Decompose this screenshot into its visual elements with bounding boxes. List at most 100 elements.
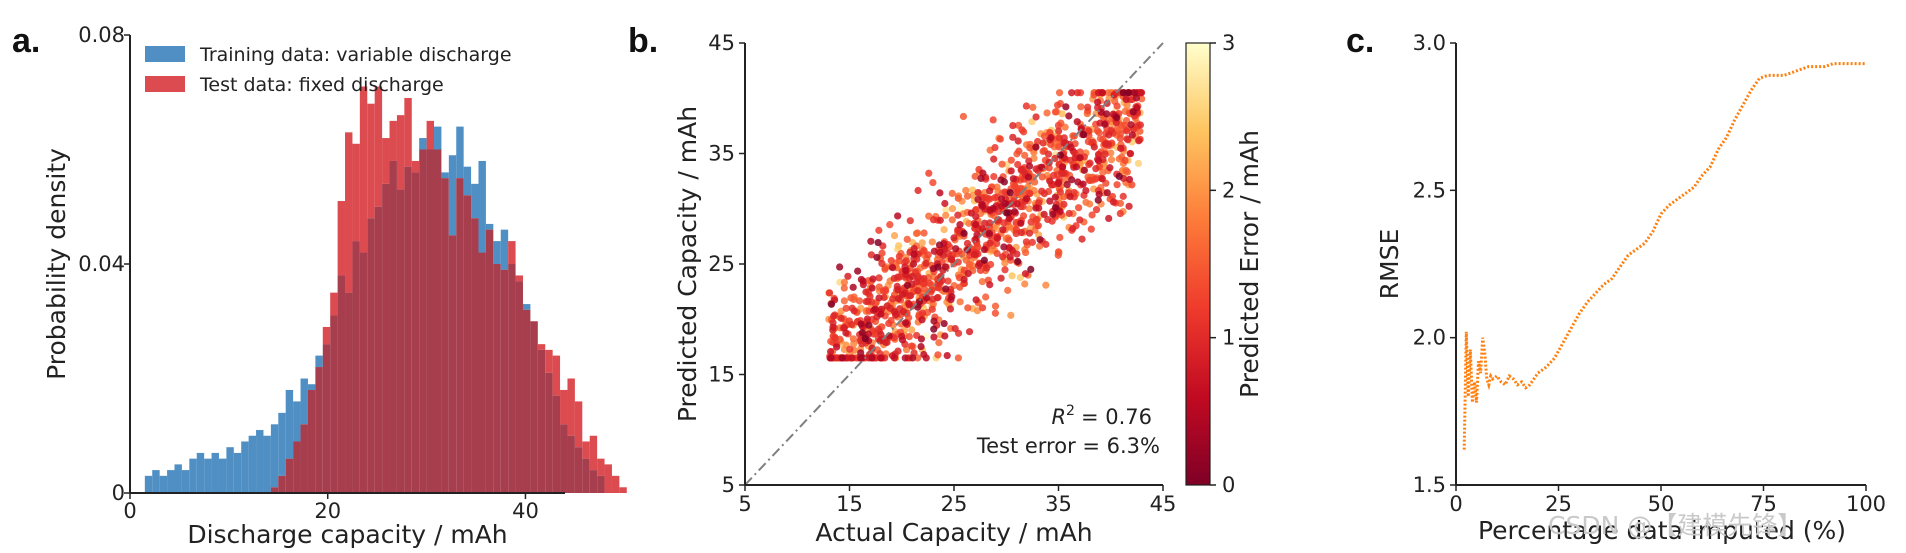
colorbar-tick-label: 2 — [1222, 178, 1235, 202]
scatter-point — [1123, 127, 1131, 135]
scatter-point — [977, 174, 985, 183]
scatter-point — [964, 304, 972, 312]
scatter-point — [902, 346, 911, 354]
panel-label: b. — [628, 22, 658, 60]
scatter-point — [848, 354, 856, 362]
scatter-point — [1106, 164, 1114, 172]
train-bar — [248, 435, 257, 493]
scatter-point — [971, 172, 979, 180]
scatter-point — [1056, 151, 1065, 159]
scatter-point — [1025, 162, 1034, 170]
test-bar — [574, 401, 583, 448]
scatter-point — [954, 354, 962, 362]
scatter-point — [1076, 216, 1084, 224]
scatter-point — [833, 343, 841, 351]
x-axis-label: Percentage data imputed (%) — [1478, 516, 1846, 545]
scatter-point — [917, 342, 925, 351]
scatter-point — [980, 256, 988, 264]
scatter-point — [836, 263, 844, 271]
r-squared-annotation: R2 = 0.76 — [1051, 403, 1152, 429]
scatter-point — [985, 229, 994, 238]
x-tick-label: 50 — [1648, 492, 1675, 516]
scatter-point — [1060, 169, 1068, 177]
scatter-point — [998, 195, 1006, 203]
scatter-point — [1009, 121, 1017, 130]
scatter-point — [1001, 259, 1009, 267]
scatter-point — [993, 183, 1001, 191]
overlap-bar — [389, 160, 397, 493]
scatter-point — [954, 211, 962, 219]
scatter-point — [1128, 181, 1136, 189]
scatter-point — [909, 354, 917, 362]
scatter-point — [991, 309, 999, 317]
test-bar — [611, 475, 620, 493]
x-tick-label: 25 — [1545, 492, 1572, 516]
scatter-point — [1058, 110, 1066, 118]
scatter-point — [898, 290, 907, 298]
scatter-point — [990, 172, 998, 181]
scatter-point — [935, 339, 943, 347]
scatter-point — [903, 235, 911, 243]
scatter-point — [942, 211, 950, 219]
overlap-bar — [493, 264, 501, 493]
test-error-annotation: Test error = 6.3% — [976, 434, 1160, 458]
scatter-point — [1129, 108, 1137, 116]
overlap-bar — [411, 172, 420, 493]
scatter-point — [907, 342, 916, 350]
x-axis-label: Discharge capacity / mAh — [187, 520, 507, 549]
scatter-point — [1068, 176, 1076, 184]
scatter-point — [1004, 286, 1012, 294]
scatter-point — [1127, 121, 1135, 129]
scatter-point — [867, 251, 875, 259]
y-tick-label: 1.5 — [1413, 473, 1446, 497]
train-bar — [159, 475, 168, 493]
scatter-point — [910, 245, 918, 253]
overlap-bar — [278, 475, 286, 493]
x-tick-label: 40 — [512, 499, 539, 523]
scatter-point — [993, 234, 1002, 242]
scatter-point — [920, 274, 928, 283]
scatter-point — [901, 354, 909, 362]
scatter-point — [1121, 156, 1129, 164]
scatter-point — [965, 260, 974, 268]
train-bar — [478, 160, 486, 253]
y-tick-label: 3.0 — [1413, 31, 1446, 55]
scatter-point — [1055, 127, 1063, 135]
scatter-point — [871, 305, 879, 313]
scatter-point — [1014, 137, 1022, 145]
scatter-point — [978, 225, 987, 233]
scatter-point — [1028, 118, 1036, 126]
scatter-point — [1123, 101, 1131, 109]
scatter-point — [1124, 89, 1132, 97]
scatter-point — [906, 217, 914, 225]
scatter-point — [990, 155, 998, 163]
scatter-point — [829, 323, 837, 331]
scatter-point — [899, 308, 908, 316]
scatter-point — [879, 287, 887, 295]
scatter-point — [930, 325, 938, 333]
scatter-point — [978, 278, 986, 286]
test-bar — [560, 389, 568, 425]
scatter-point — [948, 216, 956, 224]
overlap-bar — [463, 195, 472, 494]
scatter-point — [840, 278, 849, 286]
scatter-point — [1026, 189, 1034, 198]
scatter-point — [986, 239, 994, 247]
scatter-point — [890, 308, 899, 316]
test-bar — [508, 241, 516, 264]
panel-b-scatter: 5 15 25 35 45 5 15 25 35 45 Actual Capacity / mAh P… — [628, 22, 1264, 547]
scatter-point — [1034, 137, 1042, 146]
r-exponent: 2 — [1066, 403, 1075, 419]
scatter-point — [903, 281, 912, 289]
scatter-point — [1045, 164, 1053, 172]
test-bar — [515, 275, 523, 282]
scatter-point — [934, 284, 943, 292]
scatter-point — [929, 216, 938, 224]
test-bar — [545, 349, 553, 373]
scatter-point — [1066, 193, 1074, 201]
overlap-bar — [597, 475, 605, 493]
train-bar — [293, 401, 301, 442]
scatter-point — [921, 285, 929, 293]
scatter-point — [1044, 150, 1053, 158]
overlap-bar — [315, 367, 323, 493]
